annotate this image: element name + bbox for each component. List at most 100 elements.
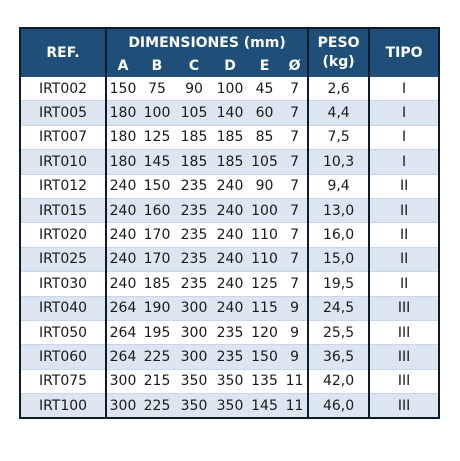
cell-e: 110 <box>247 246 282 272</box>
cell-b: 185 <box>139 271 175 297</box>
table-row: IRT040 264 190 300 240 115 9 24,5 III <box>20 295 440 321</box>
cell-tipo: I <box>369 77 440 101</box>
cell-peso: 13,0 <box>308 197 371 223</box>
cell-c: 235 <box>175 173 213 199</box>
table-row: IRT100 300 225 350 350 145 11 46,0 III <box>20 393 440 419</box>
cell-d: 350 <box>213 368 247 394</box>
cell-phi: 9 <box>282 295 310 321</box>
cell-e: 135 <box>247 368 282 394</box>
cell-a: 240 <box>106 246 139 272</box>
table-row: IRT050 264 195 300 235 120 9 25,5 III <box>20 319 440 345</box>
cell-b: 75 <box>139 77 175 101</box>
cell-ref: IRT100 <box>20 393 107 419</box>
cell-tipo: I <box>369 100 440 126</box>
cell-tipo: II <box>369 222 440 248</box>
cell-e: 60 <box>247 100 282 126</box>
cell-ref: IRT020 <box>20 222 107 248</box>
cell-c: 350 <box>175 393 213 419</box>
cell-ref: IRT025 <box>20 246 107 272</box>
cell-tipo: III <box>369 393 440 419</box>
header-col-d: D <box>213 55 247 77</box>
cell-ref: IRT060 <box>20 344 107 370</box>
table-row: IRT025 240 170 235 240 110 7 15,0 II <box>20 246 440 272</box>
cell-ref: IRT005 <box>20 100 107 126</box>
cell-e: 150 <box>247 344 282 370</box>
header-tipo: TIPO <box>369 28 440 77</box>
cell-b: 195 <box>139 319 175 345</box>
header-col-e: E <box>247 55 282 77</box>
cell-peso: 42,0 <box>308 368 371 394</box>
cell-d: 235 <box>213 319 247 345</box>
cell-peso: 24,5 <box>308 295 371 321</box>
cell-e: 90 <box>247 173 282 199</box>
cell-ref: IRT007 <box>20 124 107 150</box>
cell-b: 215 <box>139 368 175 394</box>
cell-peso: 10,3 <box>308 149 371 175</box>
cell-c: 350 <box>175 368 213 394</box>
cell-tipo: II <box>369 271 440 297</box>
cell-phi: 11 <box>282 393 310 419</box>
cell-b: 150 <box>139 173 175 199</box>
cell-e: 85 <box>247 124 282 150</box>
table-row: IRT002 150 75 90 100 45 7 2,6 I <box>20 77 440 101</box>
cell-d: 235 <box>213 344 247 370</box>
cell-peso: 46,0 <box>308 393 371 419</box>
cell-d: 140 <box>213 100 247 126</box>
header-row-bottom: A B C D E Ø <box>20 55 439 77</box>
cell-c: 235 <box>175 271 213 297</box>
cell-phi: 9 <box>282 319 310 345</box>
cell-c: 300 <box>175 319 213 345</box>
cell-e: 100 <box>247 197 282 223</box>
cell-tipo: I <box>369 124 440 150</box>
cell-a: 240 <box>106 173 139 199</box>
cell-e: 115 <box>247 295 282 321</box>
cell-a: 150 <box>106 77 139 101</box>
cell-ref: IRT010 <box>20 149 107 175</box>
cell-e: 45 <box>247 77 282 101</box>
cell-peso: 9,4 <box>308 173 371 199</box>
cell-ref: IRT050 <box>20 319 107 345</box>
cell-d: 240 <box>213 246 247 272</box>
cell-tipo: II <box>369 173 440 199</box>
cell-a: 240 <box>106 197 139 223</box>
cell-a: 180 <box>106 100 139 126</box>
cell-tipo: III <box>369 295 440 321</box>
table-row: IRT060 264 225 300 235 150 9 36,5 III <box>20 344 440 370</box>
cell-e: 105 <box>247 149 282 175</box>
cell-peso: 19,5 <box>308 271 371 297</box>
cell-b: 225 <box>139 344 175 370</box>
cell-phi: 7 <box>282 124 310 150</box>
cell-tipo: III <box>369 319 440 345</box>
cell-peso: 25,5 <box>308 319 371 345</box>
header-peso: PESO (kg) <box>308 28 371 77</box>
cell-b: 145 <box>139 149 175 175</box>
cell-d: 350 <box>213 393 247 419</box>
cell-c: 300 <box>175 344 213 370</box>
cell-b: 225 <box>139 393 175 419</box>
header-col-phi: Ø <box>282 55 310 77</box>
header-col-b: B <box>139 55 175 77</box>
cell-phi: 7 <box>282 100 310 126</box>
cell-c: 235 <box>175 222 213 248</box>
cell-c: 235 <box>175 246 213 272</box>
cell-peso: 7,5 <box>308 124 371 150</box>
cell-a: 300 <box>106 368 139 394</box>
cell-c: 185 <box>175 124 213 150</box>
cell-b: 190 <box>139 295 175 321</box>
cell-ref: IRT002 <box>20 77 107 101</box>
dimensions-table-container: REF. DIMENSIONES (mm) PESO (kg) TIPO A B… <box>19 27 441 420</box>
table-row: IRT075 300 215 350 350 135 11 42,0 III <box>20 368 440 394</box>
table-row: IRT020 240 170 235 240 110 7 16,0 II <box>20 222 440 248</box>
cell-phi: 9 <box>282 344 310 370</box>
table-row: IRT030 240 185 235 240 125 7 19,5 II <box>20 271 440 297</box>
cell-phi: 7 <box>282 149 310 175</box>
header-col-c: C <box>175 55 213 77</box>
table-row: IRT005 180 100 105 140 60 7 4,4 I <box>20 100 440 126</box>
cell-phi: 7 <box>282 271 310 297</box>
cell-d: 240 <box>213 222 247 248</box>
cell-e: 110 <box>247 222 282 248</box>
cell-phi: 11 <box>282 368 310 394</box>
cell-d: 240 <box>213 295 247 321</box>
cell-ref: IRT015 <box>20 197 107 223</box>
cell-c: 105 <box>175 100 213 126</box>
